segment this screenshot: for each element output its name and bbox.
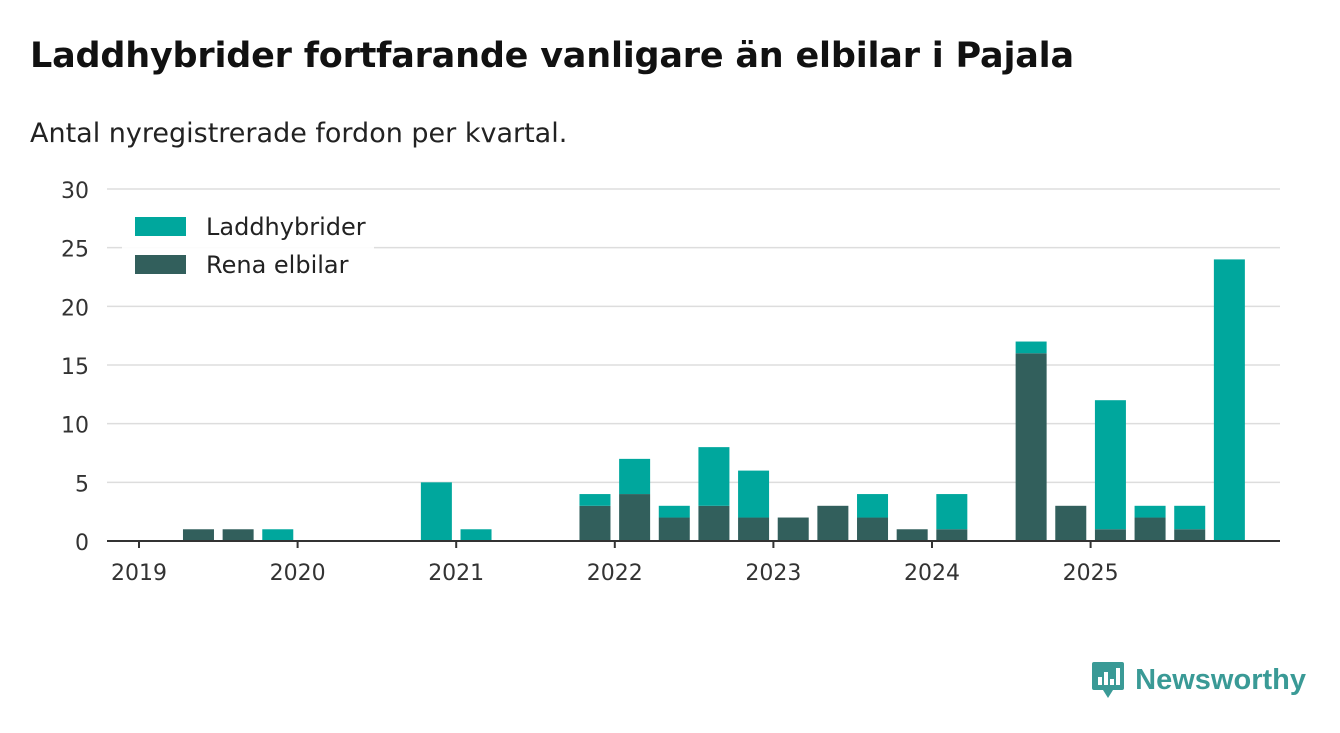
bar-chart-logo-icon (1092, 662, 1125, 698)
chart-title: Laddhybrider fortfarande vanligare än el… (30, 36, 1074, 76)
brand-name: Newsworthy (1135, 663, 1306, 696)
bar-rena-elbilar (1134, 517, 1166, 541)
bar-rena-elbilar (936, 529, 968, 541)
x-tick-label: 2025 (1063, 561, 1119, 586)
bar-laddhybrider (619, 458, 651, 495)
bar-rena-elbilar (896, 529, 928, 541)
bar-laddhybrider (738, 470, 770, 518)
bar-rena-elbilar (182, 529, 214, 541)
bar-rena-elbilar (658, 517, 690, 541)
bar-laddhybrider (420, 482, 452, 541)
y-tick-label: 10 (61, 414, 89, 439)
brand-logo: Newsworthy (1091, 660, 1306, 700)
chart-subtitle: Antal nyregistrerade fordon per kvartal. (30, 118, 568, 149)
bar-rena-elbilar (1174, 529, 1206, 541)
x-tick-label: 2019 (111, 561, 167, 586)
x-tick-label: 2022 (587, 561, 643, 586)
legend-swatch (135, 217, 186, 236)
bar-laddhybrider (579, 494, 611, 506)
bar-laddhybrider (262, 529, 294, 541)
bar-laddhybrider (658, 505, 690, 518)
bar-laddhybrider (460, 529, 492, 541)
y-tick-label: 0 (75, 531, 89, 556)
bar-rena-elbilar (222, 529, 254, 541)
legend-label: Laddhybrider (206, 213, 366, 241)
bar-rena-elbilar (817, 505, 849, 541)
bar-laddhybrider (1213, 259, 1245, 541)
bar-laddhybrider (1174, 505, 1206, 530)
bar-laddhybrider (936, 494, 968, 530)
x-tick-label: 2023 (745, 561, 801, 586)
bar-rena-elbilar (698, 505, 730, 541)
bar-laddhybrider (857, 494, 889, 518)
y-tick-label: 30 (61, 179, 89, 204)
bar-laddhybrider (698, 447, 730, 506)
bar-rena-elbilar (1094, 529, 1126, 541)
x-tick-label: 2024 (904, 561, 960, 586)
bar-laddhybrider (1015, 341, 1047, 354)
bar-laddhybrider (1094, 400, 1126, 530)
bar-laddhybrider (1134, 505, 1166, 518)
bar-rena-elbilar (777, 517, 809, 541)
bar-rena-elbilar (738, 517, 770, 541)
y-tick-label: 25 (61, 238, 89, 263)
legend-swatch (135, 255, 186, 274)
x-tick-label: 2021 (428, 561, 484, 586)
bar-rena-elbilar (619, 494, 651, 541)
bar-rena-elbilar (1015, 353, 1047, 541)
legend-label: Rena elbilar (206, 251, 349, 279)
bar-rena-elbilar (857, 517, 889, 541)
y-tick-label: 20 (61, 296, 89, 321)
y-tick-label: 5 (75, 472, 89, 497)
y-tick-label: 15 (61, 355, 89, 380)
x-tick-label: 2020 (270, 561, 326, 586)
bar-rena-elbilar (579, 505, 611, 541)
bar-rena-elbilar (1055, 505, 1087, 541)
